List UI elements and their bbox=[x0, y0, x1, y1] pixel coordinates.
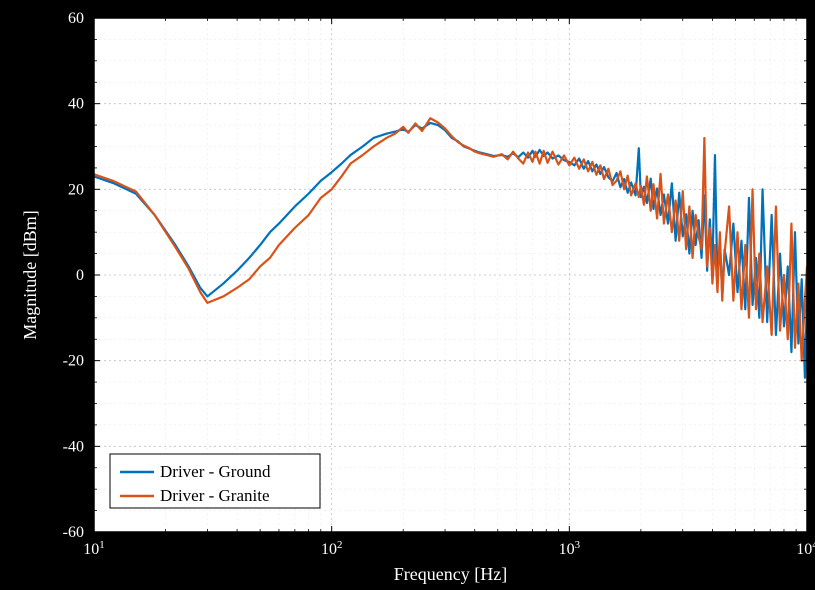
y-tick-label: 0 bbox=[76, 267, 84, 284]
x-axis-label: Frequency [Hz] bbox=[394, 564, 507, 584]
y-tick-label: -40 bbox=[63, 438, 84, 455]
y-tick-label: 40 bbox=[68, 96, 84, 113]
y-tick-label: -60 bbox=[63, 524, 84, 541]
x-tick-label: 104 bbox=[796, 539, 815, 558]
line-chart: 101102103104-60-40-200204060Frequency [H… bbox=[0, 0, 815, 590]
legend-label: Driver - Granite bbox=[160, 486, 270, 505]
chart-container: 101102103104-60-40-200204060Frequency [H… bbox=[0, 0, 815, 590]
y-tick-label: -20 bbox=[63, 353, 84, 370]
y-axis-label: Magnitude [dBm] bbox=[20, 210, 40, 339]
y-tick-label: 20 bbox=[68, 181, 84, 198]
legend-label: Driver - Ground bbox=[160, 462, 271, 481]
y-tick-label: 60 bbox=[68, 10, 84, 27]
